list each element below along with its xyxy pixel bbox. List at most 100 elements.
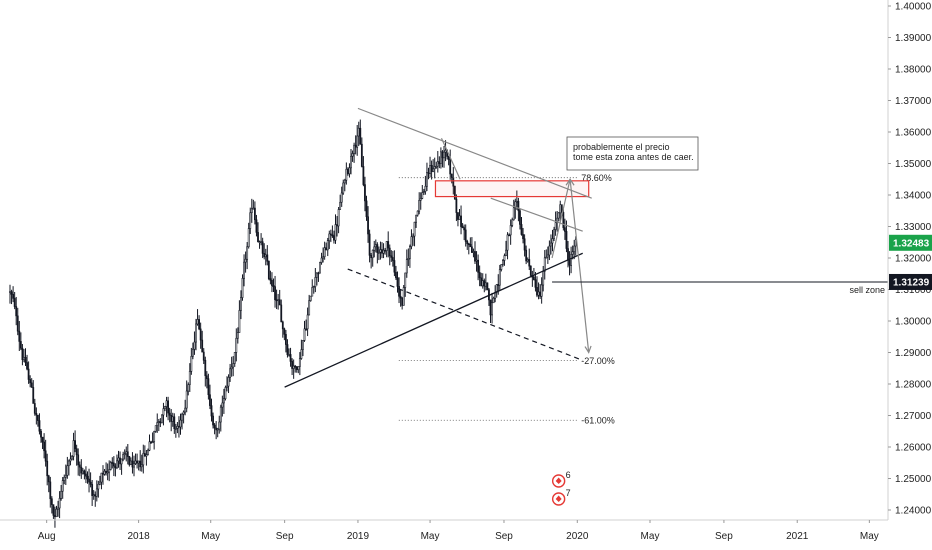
candle-body (179, 419, 182, 428)
candle (571, 245, 574, 260)
candle-body (109, 462, 112, 470)
candle-body (475, 259, 478, 262)
candle-body (320, 257, 323, 263)
candle (269, 270, 272, 285)
candle (546, 246, 549, 264)
candle (111, 457, 114, 469)
candle-body (130, 460, 132, 466)
candle (260, 233, 263, 246)
y-axis[interactable]: 1.24000 1.25000 1.26000 1.27000 1.28000 1.290… (887, 0, 932, 520)
candle (40, 429, 42, 443)
candle-body (298, 358, 301, 367)
candle-body (35, 413, 38, 416)
candle-body (542, 271, 545, 286)
candle (88, 468, 90, 493)
candle-body (201, 339, 204, 353)
candle (257, 222, 259, 243)
candle (370, 253, 373, 269)
candle-body (472, 251, 475, 253)
candle (280, 299, 283, 323)
resistance-zone-box (434, 180, 590, 198)
event-marker[interactable]: 7 (551, 488, 571, 506)
x-tick-label: May (860, 531, 879, 542)
y-tick-label: 1.39000 (895, 33, 932, 44)
candle (528, 248, 531, 271)
candle (486, 282, 489, 291)
candle (92, 490, 95, 500)
candle (373, 240, 376, 258)
candle-body (573, 245, 576, 253)
candle-body (433, 166, 436, 170)
x-axis[interactable]: Aug 2018 May Sep 2019 May Sep 2020 May Sep 2021 May (0, 519, 888, 542)
candle-body (21, 347, 24, 360)
candle-body (266, 254, 269, 262)
candle-body (195, 323, 197, 343)
candle-body (501, 260, 504, 265)
candle (63, 474, 66, 485)
candle (50, 496, 53, 514)
candle (475, 251, 478, 272)
y-tick-label: 1.24000 (895, 506, 932, 517)
y-tick-label: 1.29000 (895, 348, 932, 359)
candle (477, 254, 480, 281)
candle-body (522, 234, 524, 240)
candle (458, 209, 461, 220)
candle (505, 240, 507, 257)
candle-body (88, 478, 90, 483)
candle-body (444, 149, 447, 153)
x-tick-label: May (421, 531, 440, 542)
candle (466, 239, 469, 250)
candle-body (36, 414, 39, 421)
candle (323, 241, 326, 260)
candle-body (41, 436, 44, 443)
candle-body (137, 460, 140, 464)
candle (159, 418, 162, 428)
candle (470, 237, 473, 253)
candle (450, 173, 453, 184)
candle (140, 454, 143, 472)
candle (229, 363, 232, 382)
candle-body (546, 254, 549, 258)
candle-body (246, 246, 249, 260)
candle (398, 277, 400, 304)
candle-body (207, 378, 210, 396)
candle (314, 268, 317, 293)
candle (396, 271, 399, 293)
candle-body (142, 453, 145, 466)
candle-body (312, 286, 315, 288)
candle-body (61, 480, 64, 492)
candle-body (461, 226, 464, 228)
y-tick-label: 1.37000 (895, 96, 932, 107)
candle-body (373, 246, 376, 251)
candle (33, 398, 36, 416)
event-marker-count: 6 (566, 470, 571, 480)
candle-body (346, 168, 349, 175)
candle (294, 364, 297, 373)
candle-body (280, 304, 283, 323)
arrow-head-up-icon (565, 178, 575, 186)
candle-body (257, 232, 259, 243)
candle (81, 467, 84, 475)
candle-body (384, 249, 387, 252)
candle-body (480, 277, 483, 287)
candle (142, 444, 145, 474)
candle (192, 342, 194, 360)
candle-body (447, 156, 450, 160)
y-tick-label: 1.30000 (895, 317, 932, 328)
candle-body (102, 472, 104, 475)
candle-body (157, 421, 160, 423)
candle-body (24, 356, 27, 363)
candle (302, 340, 304, 357)
candle (69, 452, 72, 466)
candle-body (379, 249, 382, 253)
candle (387, 231, 390, 258)
candle (181, 412, 183, 430)
candle (419, 192, 422, 210)
candle-body (337, 209, 340, 227)
candle (78, 461, 81, 477)
event-marker[interactable]: 6 (551, 470, 571, 488)
candle-body (267, 260, 270, 279)
candle (449, 149, 452, 180)
